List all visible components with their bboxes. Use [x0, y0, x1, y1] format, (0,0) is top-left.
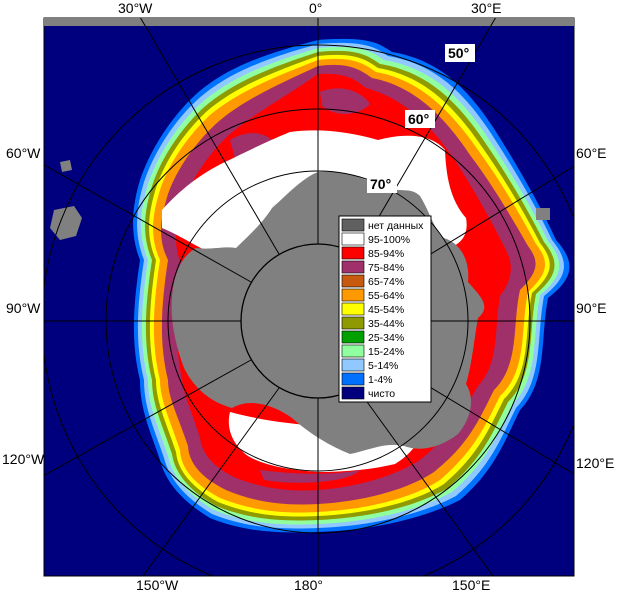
lon-label-0: 0° [309, 0, 322, 16]
lon-label-150e: 150°E [452, 577, 490, 593]
latitude-labels: 50° 60° 70° [367, 44, 475, 193]
legend-swatch-9 [341, 344, 365, 358]
legend-swatch-6 [341, 302, 365, 316]
legend: нет данных 95-100% 85-94% 75-84% 65-74% 55-64… [338, 215, 432, 403]
legend-label-5: 55-64% [368, 290, 404, 302]
lat-label-60: 60° [408, 111, 429, 127]
legend-swatch-4 [341, 274, 365, 288]
lon-label-90e: 90°E [576, 300, 607, 316]
legend-label-1: 95-100% [368, 234, 410, 246]
lon-label-180: 180° [294, 577, 323, 593]
legend-label-2: 85-94% [368, 248, 404, 260]
legend-swatch-2 [341, 246, 365, 260]
lon-label-120e: 120°E [576, 455, 614, 471]
lat-label-50: 50° [448, 45, 469, 61]
lon-label-60w: 60°W [6, 145, 41, 161]
lon-label-30w: 30°W [118, 0, 153, 16]
lon-label-60e: 60°E [576, 145, 607, 161]
lon-label-90w: 90°W [6, 300, 41, 316]
legend-label-7: 35-44% [368, 318, 404, 330]
legend-swatch-12 [341, 386, 365, 400]
legend-label-12: чисто [368, 388, 395, 400]
legend-label-3: 75-84% [368, 262, 404, 274]
legend-swatch-0 [341, 218, 365, 232]
legend-swatch-7 [341, 316, 365, 330]
legend-label-0: нет данных [368, 220, 424, 232]
ice-patch-75-84-b [320, 88, 370, 114]
legend-label-9: 15-24% [368, 346, 404, 358]
lon-label-120w: 120°W [2, 451, 45, 467]
legend-label-8: 25-34% [368, 332, 404, 344]
legend-label-4: 65-74% [368, 276, 404, 288]
legend-swatch-3 [341, 260, 365, 274]
lon-label-150w: 150°W [136, 577, 179, 593]
legend-label-10: 5-14% [368, 360, 398, 372]
nodata-strip [44, 18, 574, 26]
legend-label-6: 45-54% [368, 304, 404, 316]
legend-label-11: 1-4% [368, 374, 393, 386]
lon-label-30e: 30°E [471, 0, 502, 16]
lat-label-70: 70° [370, 176, 391, 192]
legend-swatch-8 [341, 330, 365, 344]
legend-swatch-5 [341, 288, 365, 302]
legend-swatch-11 [341, 372, 365, 386]
legend-swatch-10 [341, 358, 365, 372]
ice-patch-75-84-c [260, 470, 360, 483]
legend-swatch-1 [341, 232, 365, 246]
